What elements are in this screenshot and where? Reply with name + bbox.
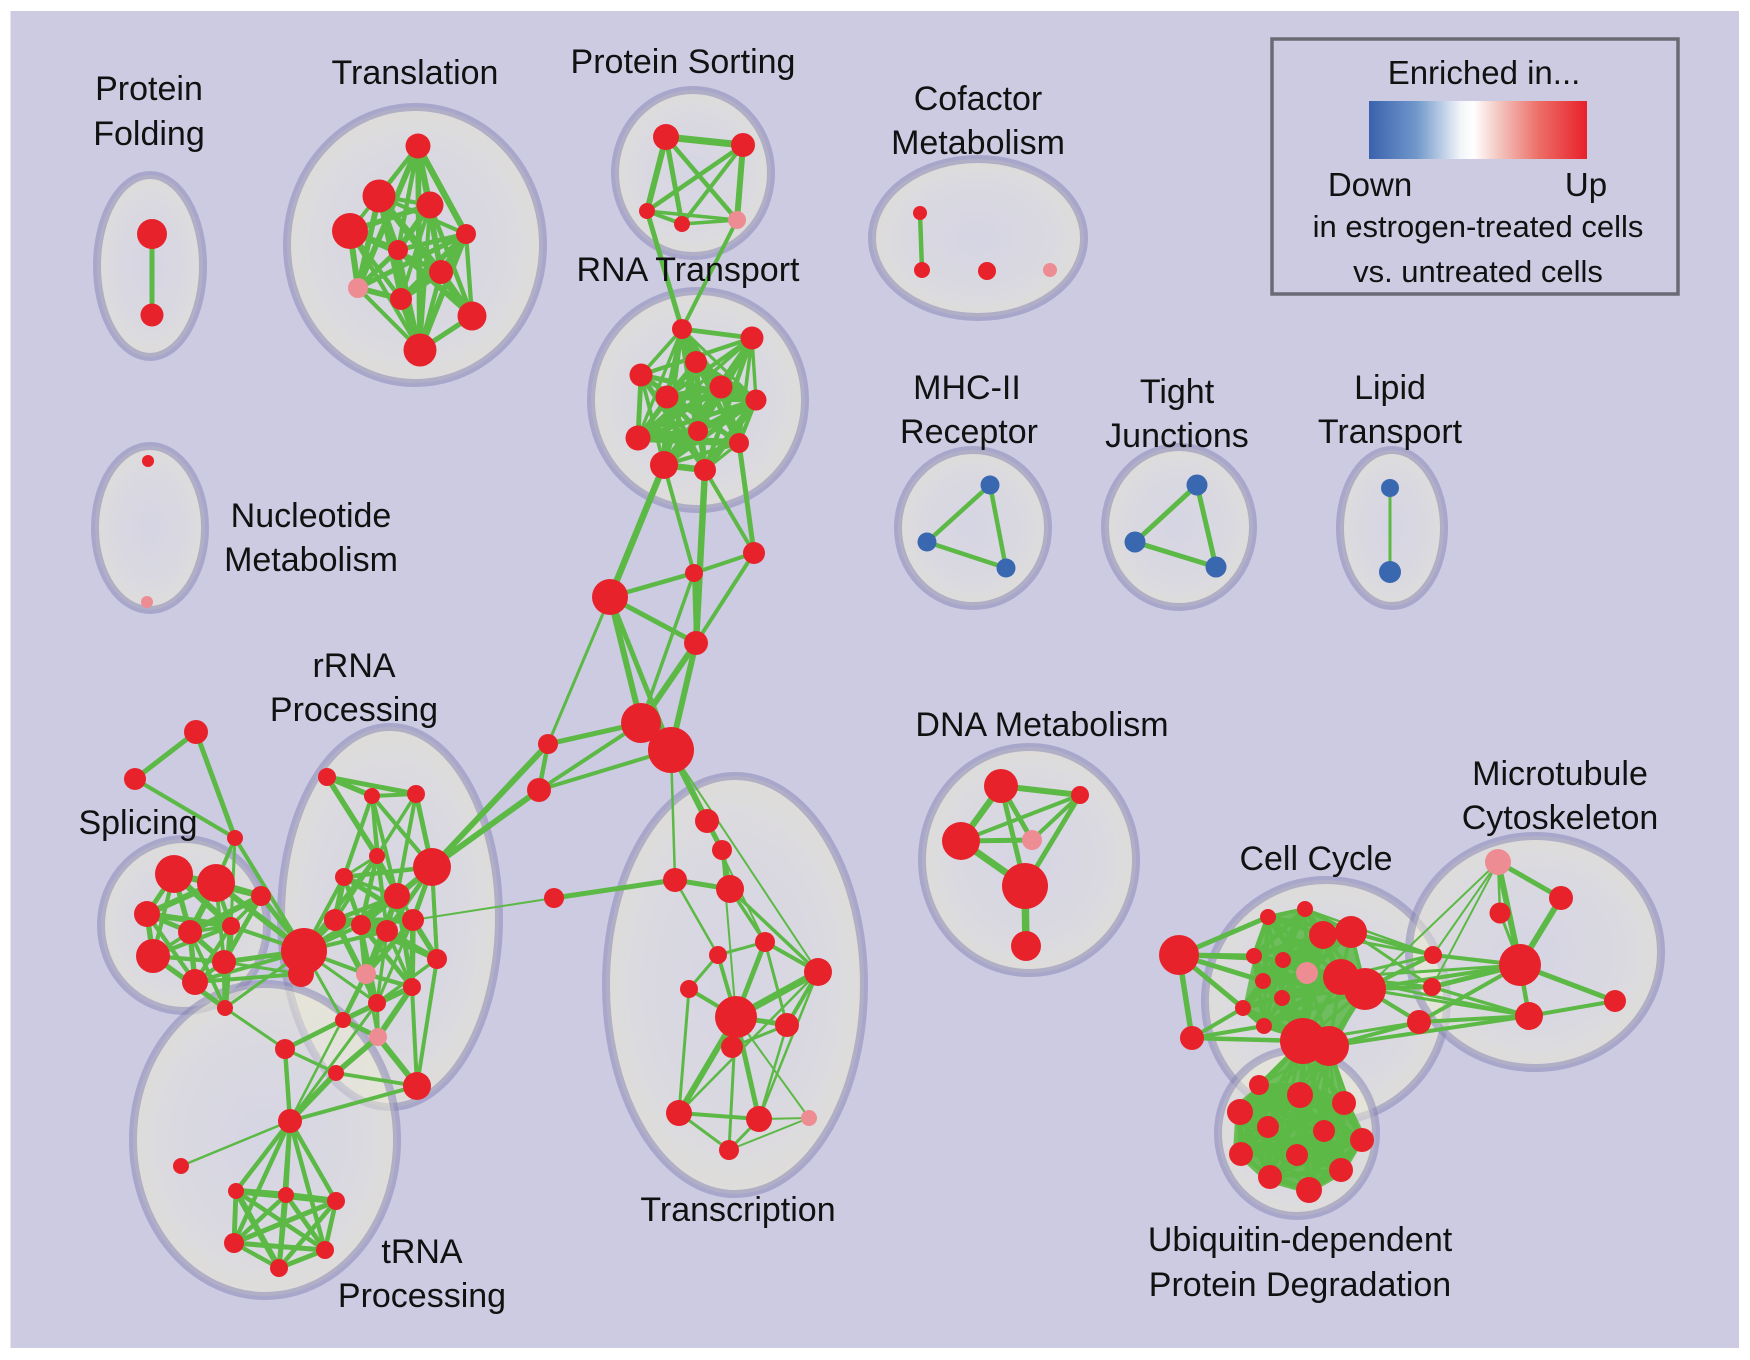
svg-text:Folding: Folding [93,115,205,153]
svg-text:Receptor: Receptor [900,413,1038,451]
svg-text:Cytoskeleton: Cytoskeleton [1462,799,1659,837]
svg-text:MHC-II: MHC-II [913,369,1021,407]
svg-text:Microtubule: Microtubule [1472,755,1648,793]
svg-text:Nucleotide: Nucleotide [231,497,392,535]
svg-text:Protein: Protein [95,70,203,108]
svg-text:Translation: Translation [332,54,499,92]
svg-text:Lipid: Lipid [1354,369,1426,407]
svg-text:Metabolism: Metabolism [224,541,398,579]
svg-text:rRNA: rRNA [312,647,395,685]
svg-text:Ubiquitin-dependent: Ubiquitin-dependent [1148,1221,1453,1259]
svg-text:Cofactor: Cofactor [914,80,1043,118]
svg-text:Transport: Transport [1318,413,1463,451]
svg-text:Up: Up [1565,166,1607,203]
svg-text:DNA Metabolism: DNA Metabolism [915,706,1168,744]
svg-text:Processing: Processing [270,691,438,729]
svg-text:Metabolism: Metabolism [891,124,1065,162]
svg-text:Down: Down [1328,166,1412,203]
svg-text:vs. untreated cells: vs. untreated cells [1353,254,1603,289]
svg-text:Protein Degradation: Protein Degradation [1149,1266,1451,1304]
svg-text:Enriched in...: Enriched in... [1388,54,1581,91]
svg-text:Junctions: Junctions [1105,417,1249,455]
svg-text:in estrogen-treated cells: in estrogen-treated cells [1313,209,1644,244]
svg-text:RNA Transport: RNA Transport [577,251,801,289]
svg-text:Tight: Tight [1140,373,1215,411]
svg-text:Protein Sorting: Protein Sorting [571,43,796,81]
svg-text:Cell Cycle: Cell Cycle [1239,840,1392,878]
svg-text:Processing: Processing [338,1277,506,1315]
svg-text:Transcription: Transcription [640,1191,835,1229]
svg-text:Splicing: Splicing [78,804,197,842]
svg-text:tRNA: tRNA [381,1233,463,1271]
